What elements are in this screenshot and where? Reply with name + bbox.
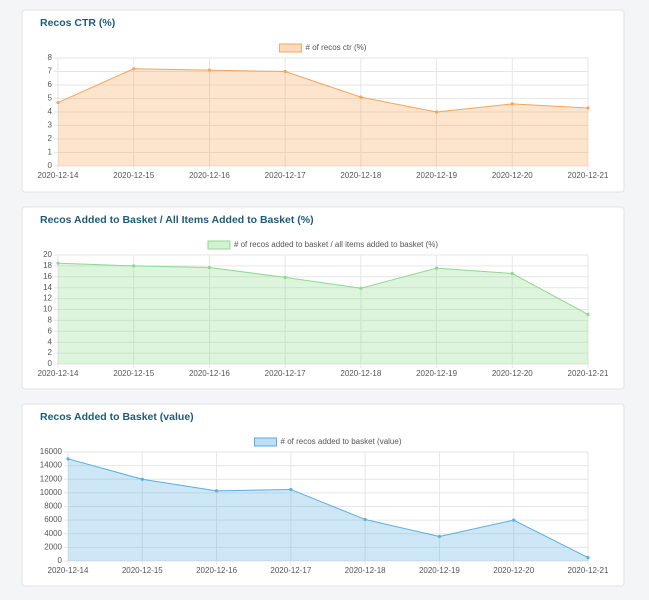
x-tick-label: 2020-12-19 [416, 369, 457, 378]
y-tick-label: 0 [58, 556, 63, 565]
x-tick-label: 2020-12-17 [270, 566, 311, 575]
x-tick-label: 2020-12-14 [48, 566, 89, 575]
y-tick-label: 4 [48, 107, 53, 116]
x-tick-label: 2020-12-19 [416, 171, 457, 180]
y-tick-label: 2 [48, 348, 53, 357]
y-tick-label: 2 [48, 134, 53, 143]
point [214, 489, 219, 493]
point [66, 457, 70, 461]
y-tick-label: 7 [48, 67, 53, 76]
point [586, 106, 590, 110]
legend-label: # of recos added to basket (value) [281, 437, 402, 446]
point [207, 68, 212, 72]
y-tick-label: 16 [43, 272, 52, 281]
y-tick-label: 1 [48, 148, 53, 157]
y-tick-label: 14 [43, 283, 52, 292]
y-tick-label: 10 [43, 305, 52, 314]
area [58, 68, 588, 166]
point [586, 312, 590, 317]
y-tick-label: 16000 [40, 447, 63, 456]
y-tick-label: 6000 [44, 515, 62, 524]
x-tick-label: 2020-12-14 [38, 369, 79, 378]
x-tick-label: 2020-12-20 [492, 369, 533, 378]
point [512, 518, 516, 522]
line [57, 262, 589, 315]
point [283, 275, 287, 279]
x-tick-label: 2020-12-19 [419, 566, 460, 575]
point [510, 271, 514, 276]
point [437, 534, 442, 539]
area [68, 458, 588, 561]
point [434, 266, 439, 270]
point [363, 517, 367, 522]
y-tick-label: 0 [48, 359, 53, 368]
point [56, 100, 60, 105]
y-tick-label: 18 [43, 261, 52, 270]
card [21, 403, 625, 587]
y-tick-label: 6 [48, 326, 53, 335]
chart-title: Recos Added to Basket (value) [40, 411, 194, 423]
point [359, 95, 363, 99]
x-tick-label: 2020-12-18 [340, 369, 381, 378]
point [510, 102, 514, 106]
y-tick-label: 3 [48, 121, 53, 130]
y-tick-label: 10000 [40, 488, 63, 497]
y-tick-label: 6 [48, 80, 53, 89]
x-tick-label: 2020-12-17 [265, 171, 306, 180]
point [140, 477, 144, 481]
point [132, 264, 136, 268]
y-tick-label: 12 [43, 294, 52, 303]
legend-label: # of recos added to basket / all items a… [234, 240, 438, 249]
area [58, 263, 588, 364]
chart-title: Recos CTR (%) [40, 17, 115, 29]
y-tick-label: 2000 [44, 542, 62, 551]
line [67, 458, 589, 559]
x-tick-label: 2020-12-18 [345, 566, 386, 575]
x-tick-label: 2020-12-17 [265, 369, 306, 378]
card [21, 206, 625, 390]
chart-title: Recos Added to Basket / All Items Added … [40, 214, 314, 226]
legend-swatch [207, 240, 231, 250]
y-tick-label: 14000 [40, 461, 63, 470]
card [21, 9, 625, 193]
y-tick-label: 8 [48, 316, 53, 325]
point [207, 265, 212, 270]
x-tick-label: 2020-12-15 [113, 171, 154, 180]
x-tick-label: 2020-12-18 [340, 171, 381, 180]
x-tick-label: 2020-12-21 [568, 171, 609, 180]
y-tick-label: 5 [48, 94, 53, 103]
point [283, 69, 287, 74]
x-tick-label: 2020-12-21 [568, 369, 609, 378]
y-tick-label: 0 [48, 161, 53, 170]
point [586, 555, 590, 560]
x-tick-label: 2020-12-20 [492, 171, 533, 180]
y-tick-label: 8 [48, 53, 53, 62]
legend-swatch [279, 43, 303, 53]
line [57, 68, 589, 113]
x-tick-label: 2020-12-14 [38, 171, 79, 180]
x-tick-label: 2020-12-16 [189, 369, 230, 378]
legend-swatch [254, 437, 278, 447]
point [56, 261, 60, 265]
y-tick-label: 12000 [40, 474, 63, 483]
point [359, 286, 363, 290]
legend-label: # of recos ctr (%) [306, 43, 367, 52]
x-tick-label: 2020-12-16 [189, 171, 230, 180]
y-tick-label: 8000 [44, 502, 62, 511]
y-tick-label: 20 [43, 250, 52, 259]
y-tick-label: 4 [48, 337, 53, 346]
point [132, 67, 136, 71]
x-tick-label: 2020-12-21 [568, 566, 609, 575]
x-tick-label: 2020-12-16 [196, 566, 237, 575]
point [289, 487, 293, 492]
y-tick-label: 4000 [44, 529, 62, 538]
x-tick-label: 2020-12-15 [122, 566, 163, 575]
point [434, 110, 439, 114]
x-tick-label: 2020-12-20 [493, 566, 534, 575]
x-tick-label: 2020-12-15 [113, 369, 154, 378]
